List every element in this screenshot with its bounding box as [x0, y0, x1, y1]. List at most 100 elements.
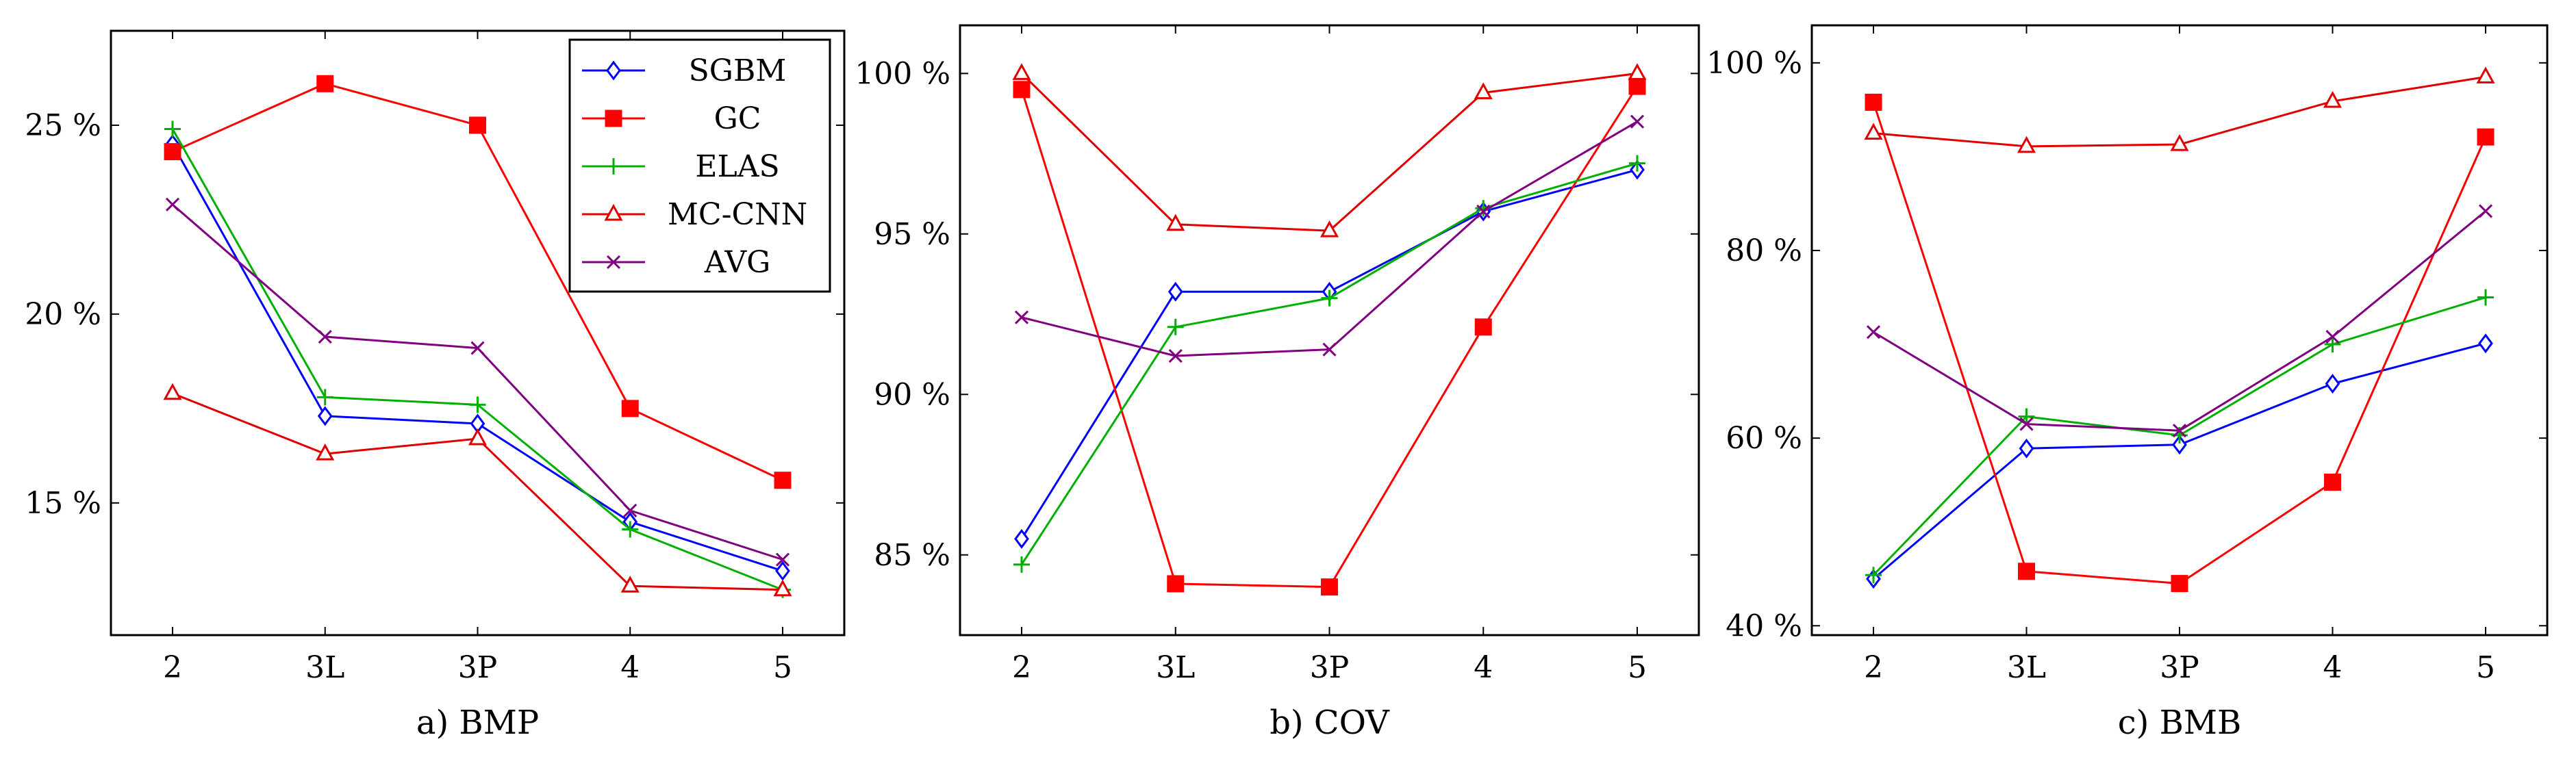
- data-point-elas: [469, 396, 486, 413]
- data-point-avg: [165, 197, 180, 211]
- data-point-avg: [1168, 348, 1183, 363]
- x-tick-label: 3P: [1310, 650, 1350, 685]
- data-point-mc-cnn: [2017, 136, 2036, 153]
- data-point-avg: [2172, 424, 2187, 438]
- data-point-gc: [2477, 128, 2495, 146]
- x-tick-label: 4: [2323, 650, 2343, 685]
- chart-panel-3: 2 3L 3P 4 5 40 % 60 % 80 % 100 % c) BMB: [1706, 24, 2549, 742]
- data-point-sgbm: [2172, 435, 2187, 455]
- data-point-gc: [1013, 81, 1031, 99]
- data-point-avg: [2019, 417, 2034, 431]
- data-point-mc-cnn: [2170, 133, 2189, 151]
- data-point-mc-cnn: [2323, 90, 2343, 108]
- data-point-gc: [1321, 578, 1338, 596]
- series-line-avg: [1021, 120, 1638, 357]
- y-tick-label: 100 %: [855, 56, 950, 91]
- data-point-avg: [2478, 204, 2493, 218]
- legend-label-mc-cnn: MC-CNN: [668, 197, 807, 232]
- data-point-avg: [318, 329, 332, 344]
- data-point-avg: [623, 503, 637, 517]
- x-tick-label: 5: [2476, 650, 2495, 685]
- data-point-elas: [622, 521, 639, 538]
- x-tick-label: 5: [773, 650, 792, 685]
- x-tick-label: 3P: [458, 650, 498, 685]
- legend: SGBM GC ELAS MC-CNN AVG: [568, 38, 831, 293]
- legend-marker-elas: [605, 158, 622, 175]
- legend-label-gc: GC: [714, 101, 761, 136]
- data-point-mc-cnn: [163, 383, 182, 400]
- x-tick-label: 3L: [2007, 650, 2046, 685]
- data-point-sgbm: [317, 406, 333, 426]
- y-tick-label: 25 %: [25, 108, 101, 143]
- x-tick-label: 4: [620, 650, 640, 685]
- series-elas: [1013, 155, 1645, 573]
- data-point-mc-cnn: [316, 443, 335, 461]
- data-point-elas: [1865, 567, 1882, 584]
- data-point-mc-cnn: [2476, 66, 2495, 83]
- data-point-avg: [1630, 114, 1645, 129]
- legend-label-sgbm: SGBM: [689, 53, 787, 88]
- x-tick-label: 5: [1628, 650, 1647, 685]
- data-point-gc: [2324, 474, 2341, 491]
- data-point-mc-cnn: [773, 579, 792, 597]
- series-avg: [165, 197, 790, 567]
- x-tick-label: 3L: [1156, 650, 1195, 685]
- data-point-avg: [1322, 342, 1337, 357]
- data-point-avg: [2325, 330, 2340, 344]
- series-line-mc-cnn: [1020, 72, 1638, 232]
- series-gc: [164, 75, 792, 489]
- data-point-sgbm: [2019, 438, 2034, 459]
- legend-label-elas: ELAS: [695, 149, 779, 184]
- data-point-mc-cnn: [468, 428, 488, 446]
- data-point-sgbm: [1167, 281, 1183, 302]
- series-avg: [1014, 114, 1645, 363]
- axes-frame: [1810, 24, 2549, 636]
- series-line-avg: [1873, 210, 2486, 432]
- data-point-mc-cnn: [1319, 220, 1339, 237]
- data-point-gc: [164, 143, 181, 161]
- data-point-elas: [1167, 318, 1184, 335]
- data-point-elas: [316, 389, 333, 406]
- series-mc-cnn: [163, 383, 792, 597]
- data-point-gc: [1167, 575, 1185, 593]
- data-point-gc: [1474, 318, 1492, 336]
- y-tick-label: 15 %: [25, 486, 101, 521]
- data-point-avg: [1476, 204, 1491, 219]
- data-point-elas: [2018, 408, 2035, 425]
- series-line-sgbm: [1873, 342, 2486, 580]
- x-tick-label: 2: [163, 650, 182, 685]
- data-point-elas: [2477, 289, 2494, 306]
- legend-marker-mc-cnn: [604, 203, 623, 221]
- series-sgbm: [1014, 159, 1645, 549]
- data-point-mc-cnn: [1474, 82, 1493, 99]
- legend-marker-gc: [605, 110, 622, 127]
- data-point-elas: [2324, 336, 2341, 353]
- series-gc: [1865, 93, 2495, 593]
- chart-panel-2: 2 3L 3P 4 5 85 % 90 % 95 % 100 % b) COV: [855, 24, 1700, 742]
- data-point-gc: [2171, 575, 2188, 593]
- series-line-gc: [1872, 101, 2487, 585]
- data-point-avg: [470, 341, 485, 355]
- data-point-sgbm: [1014, 528, 1029, 549]
- chart-caption: a) BMP: [416, 704, 539, 742]
- y-tick-label: 60 %: [1726, 421, 1802, 456]
- data-point-gc: [1865, 93, 1882, 111]
- data-point-avg: [1866, 325, 1881, 339]
- data-point-sgbm: [775, 561, 790, 581]
- data-point-gc: [774, 472, 792, 489]
- legend-marker-sgbm: [606, 60, 621, 81]
- data-point-gc: [2018, 563, 2035, 580]
- series-line-gc: [1020, 86, 1639, 589]
- legend-label-avg: AVG: [704, 245, 771, 280]
- chart-panel-1: 2 3L 3P 4 5 15 % 20 % 25 % a) BMP SGBM GC ELAS MC-CN…: [25, 29, 846, 742]
- y-tick-label: 100 %: [1706, 46, 1802, 81]
- series-gc: [1013, 77, 1646, 596]
- x-tick-label: 3P: [2160, 650, 2199, 685]
- data-point-elas: [164, 120, 181, 138]
- series-mc-cnn: [1864, 66, 2495, 153]
- chart-caption: b) COV: [1270, 704, 1390, 742]
- y-tick-label: 85 %: [874, 538, 950, 573]
- data-point-avg: [775, 552, 790, 567]
- data-point-gc: [621, 400, 639, 417]
